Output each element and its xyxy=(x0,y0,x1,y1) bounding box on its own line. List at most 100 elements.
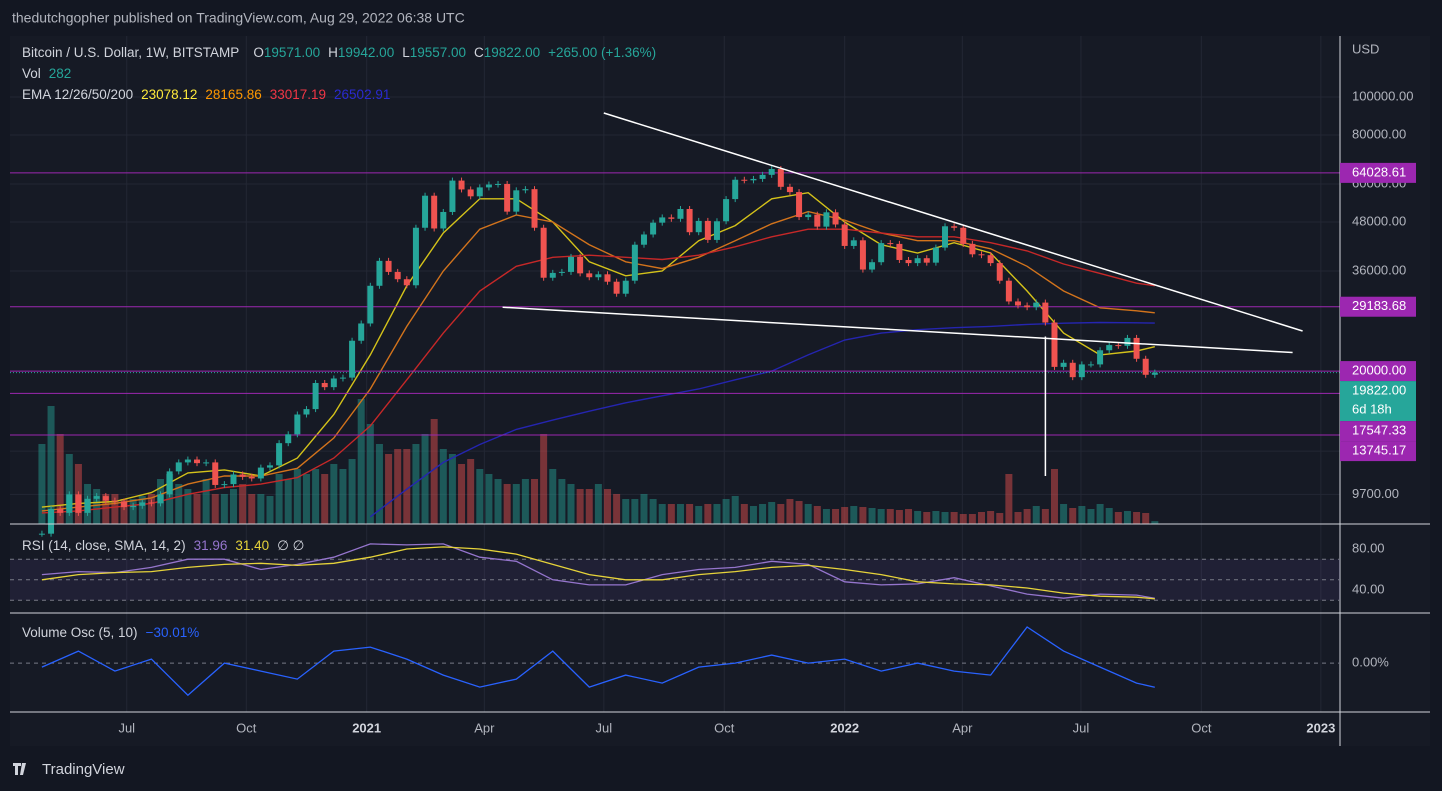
candle-body xyxy=(832,212,839,225)
volume-bar xyxy=(512,484,520,524)
candle-body xyxy=(376,260,383,286)
volume-bar xyxy=(220,494,228,524)
volume-bar xyxy=(640,494,648,524)
level-label: 17547.33 xyxy=(1352,423,1406,438)
candle-body xyxy=(102,496,109,501)
volume-bar xyxy=(1050,469,1058,524)
volume-bar xyxy=(485,474,493,524)
candle-body xyxy=(276,443,283,466)
volume-bar xyxy=(1041,509,1049,524)
y-tick-label: 48000.00 xyxy=(1352,213,1406,228)
volume-bar xyxy=(549,469,557,524)
volume-bar xyxy=(622,499,630,524)
volume-bar xyxy=(503,484,511,524)
candle-body xyxy=(1087,364,1094,366)
candle-body xyxy=(330,378,337,388)
ohlc-key: O xyxy=(253,45,264,60)
candle-body xyxy=(1051,322,1058,367)
candle-body xyxy=(1014,301,1021,306)
volume-bar xyxy=(895,510,903,524)
candle-body xyxy=(604,274,611,282)
footer-logo: TradingView xyxy=(13,761,125,778)
candle-body xyxy=(504,183,511,212)
candle-body xyxy=(75,494,82,513)
volume-bar xyxy=(567,484,575,524)
candle-body xyxy=(896,243,903,260)
volume-bar xyxy=(494,479,502,524)
volume-bar xyxy=(786,499,794,524)
y-tick-label: 80000.00 xyxy=(1352,126,1406,141)
candle-body xyxy=(467,189,474,197)
candle-body xyxy=(777,169,784,187)
volume-bar xyxy=(686,504,694,524)
volume-bar xyxy=(375,444,383,524)
volume-bar xyxy=(631,499,639,524)
level-label: 64028.61 xyxy=(1352,164,1406,179)
volume-bar xyxy=(822,509,830,524)
candle-body xyxy=(175,462,182,472)
volume-bar xyxy=(603,489,611,524)
candle-body xyxy=(732,179,739,200)
x-tick-label: Jul xyxy=(596,720,613,735)
x-tick-label: Oct xyxy=(714,720,735,735)
candle-body xyxy=(850,240,857,246)
candle-body xyxy=(969,243,976,255)
candle-body xyxy=(677,208,684,219)
volume-bar xyxy=(348,459,356,524)
ohlc-value: 19942.00 xyxy=(338,45,394,60)
volume-bar xyxy=(613,494,621,524)
volume-bar xyxy=(1023,509,1031,524)
candle-body xyxy=(403,279,410,286)
volume-bar xyxy=(1114,512,1122,524)
volume-bar xyxy=(658,504,666,524)
volume-bar xyxy=(968,514,976,524)
ohlc-value: 19822.00 xyxy=(484,45,540,60)
volume-bar xyxy=(795,501,803,524)
volume-bar xyxy=(905,509,913,524)
rsi-legend: RSI (14, close, SMA, 14, 2) 31.96 31.40 ∅ ∅ xyxy=(22,538,305,553)
candle-body xyxy=(93,496,100,499)
volume-bar xyxy=(768,502,776,524)
rsi-value: 31.96 xyxy=(194,538,228,553)
volume-bar xyxy=(120,499,128,524)
candle-body xyxy=(48,509,55,534)
volume-bar xyxy=(257,494,265,524)
volume-bar xyxy=(266,496,274,524)
volume-bar xyxy=(1078,506,1086,524)
candle-body xyxy=(349,340,356,378)
candle-body xyxy=(194,459,201,464)
candle-body xyxy=(878,243,885,263)
osc-title: Volume Osc (5, 10) xyxy=(22,625,138,640)
volume-bar xyxy=(804,504,812,524)
volume-bar xyxy=(540,434,548,524)
candle-body xyxy=(841,224,848,246)
candle-body xyxy=(440,211,447,229)
symbol-legend: Bitcoin / U.S. Dollar, 1W, BITSTAMP O1957… xyxy=(22,45,656,60)
x-tick-label: Jul xyxy=(118,720,135,735)
candle-body xyxy=(996,263,1003,281)
candle-body xyxy=(942,226,949,248)
volume-bar xyxy=(302,474,310,524)
candle-body xyxy=(932,247,939,263)
volume-bar xyxy=(877,509,885,524)
candle-body xyxy=(157,494,164,504)
last-price-label: 19822.00 xyxy=(1352,383,1406,398)
volume-bar xyxy=(448,454,456,524)
volume-bar xyxy=(403,449,411,524)
candle-body xyxy=(586,273,593,278)
volume-bar xyxy=(366,424,374,524)
volume-bar xyxy=(923,512,931,524)
volume-bar xyxy=(722,499,730,524)
candle-body xyxy=(768,169,775,175)
candle-body xyxy=(650,222,657,235)
candle-body xyxy=(960,227,967,244)
footer-brand: TradingView xyxy=(42,761,125,778)
rsi-extra: ∅ ∅ xyxy=(277,538,305,553)
y-tick-label: 36000.00 xyxy=(1352,262,1406,277)
vol-label: Vol xyxy=(22,66,41,81)
candle-body xyxy=(166,471,173,495)
candle-body xyxy=(1115,345,1122,347)
candle-body xyxy=(869,262,876,270)
x-tick-label: Oct xyxy=(1191,720,1212,735)
